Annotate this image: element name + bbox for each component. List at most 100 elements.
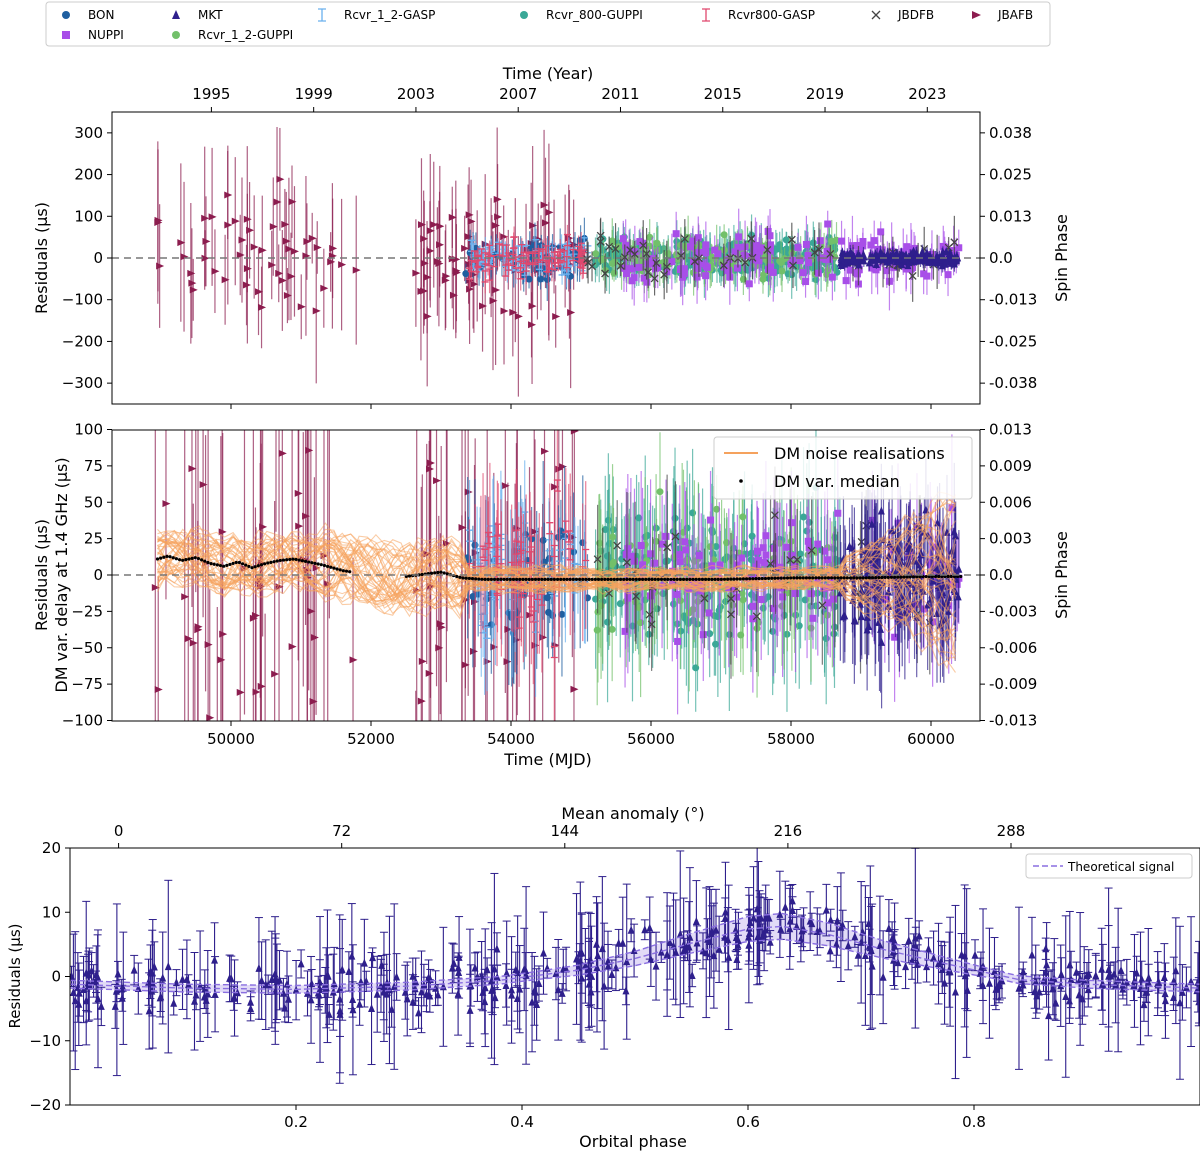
- dm-median-point: [326, 564, 330, 568]
- data-point: [925, 944, 933, 953]
- dm-median-point: [713, 577, 717, 581]
- data-point: [828, 273, 836, 281]
- data-point: [680, 234, 689, 243]
- dm-median-point: [524, 577, 528, 581]
- right-tick-label: -0.009: [989, 675, 1037, 693]
- data-point: [739, 513, 747, 521]
- data-point: [310, 633, 319, 641]
- dm-median-point: [801, 576, 805, 580]
- data-point: [901, 252, 909, 261]
- y-tick-label: 200: [74, 166, 103, 184]
- dm-median-point: [618, 577, 623, 581]
- data-point: [1045, 1011, 1053, 1020]
- data-point: [671, 532, 680, 541]
- dm-median-point: [656, 577, 660, 581]
- data-point: [623, 957, 631, 966]
- dm-median-point: [729, 577, 733, 581]
- data-point: [199, 481, 208, 489]
- data-point: [502, 264, 510, 277]
- dm-median-point: [877, 575, 881, 580]
- dm-median-point: [266, 561, 270, 565]
- x-tick-label: 50000: [207, 730, 255, 748]
- data-point: [202, 995, 210, 1004]
- dm-median-point: [839, 576, 843, 580]
- dm-median-point: [159, 556, 163, 560]
- data-point: [846, 542, 854, 551]
- data-point: [1161, 989, 1169, 998]
- legend-frame: [45, 1, 1051, 47]
- data-point: [570, 685, 579, 693]
- data-point: [766, 241, 774, 249]
- dm-median-point: [335, 567, 339, 571]
- dm-median-point: [543, 577, 547, 581]
- data-point: [309, 697, 318, 705]
- data-point: [481, 548, 489, 561]
- data-point: [941, 978, 949, 987]
- dm-median-point: [218, 563, 223, 568]
- data-point: [637, 541, 645, 549]
- dm-median-point: [499, 577, 503, 581]
- data-point: [766, 559, 775, 568]
- data-point: [951, 987, 959, 996]
- dm-median-point: [776, 576, 780, 580]
- data-point: [412, 269, 421, 277]
- data-point: [976, 968, 984, 977]
- data-point: [264, 980, 272, 989]
- dm-median-point: [307, 560, 311, 564]
- dm-realisation-line: [156, 529, 957, 670]
- data-point: [434, 990, 442, 999]
- right-tick-label: -0.003: [989, 602, 1037, 620]
- data-point: [674, 637, 682, 645]
- dm-median-point: [568, 577, 572, 581]
- data-point: [672, 230, 680, 238]
- data-point: [563, 255, 571, 269]
- dm-median-point: [587, 577, 591, 581]
- top-tick-label: 2023: [908, 85, 946, 103]
- data-point: [326, 422, 334, 429]
- data-point: [288, 643, 297, 651]
- dm-median-point: [578, 577, 582, 581]
- data-point: [650, 274, 659, 283]
- data-point: [552, 312, 561, 320]
- dm-median-point: [603, 577, 607, 581]
- data-point: [693, 938, 701, 947]
- data-point: [676, 551, 684, 559]
- data-point: [494, 523, 502, 536]
- data-point: [826, 249, 835, 258]
- data-point: [622, 241, 630, 249]
- data-point: [639, 239, 647, 247]
- dm-median-point: [908, 575, 912, 579]
- data-point: [855, 265, 863, 273]
- data-point: [621, 627, 629, 635]
- data-point: [747, 234, 756, 243]
- dm-legend: DM noise realisations DM var. median: [713, 436, 973, 500]
- data-point: [894, 958, 902, 967]
- data-point: [130, 965, 138, 974]
- dm-median-point: [571, 577, 575, 581]
- dm-median-point: [559, 577, 563, 581]
- dm-median-legend-swatch: [739, 479, 743, 483]
- dm-median-point: [269, 560, 273, 564]
- dm-median-point: [540, 577, 544, 581]
- dm-median-point: [691, 577, 695, 581]
- data-point: [204, 641, 213, 649]
- data-point: [255, 288, 264, 296]
- y-tick-label: −200: [62, 332, 103, 350]
- data-point: [830, 595, 838, 603]
- data-point: [613, 541, 622, 550]
- data-point: [692, 916, 700, 925]
- data-point: [258, 246, 267, 254]
- data-point: [787, 519, 795, 527]
- data-point: [194, 623, 203, 631]
- dm-median-point: [464, 576, 468, 580]
- data-point: [872, 552, 880, 561]
- data-point: [529, 221, 538, 229]
- data-point: [1075, 990, 1083, 999]
- dm-realisation-line: [157, 540, 956, 614]
- data-point: [926, 256, 934, 265]
- data-point: [645, 630, 653, 638]
- data-point: [151, 584, 160, 592]
- dm-median-point: [899, 575, 903, 579]
- data-point: [630, 557, 638, 565]
- data-point: [813, 926, 821, 935]
